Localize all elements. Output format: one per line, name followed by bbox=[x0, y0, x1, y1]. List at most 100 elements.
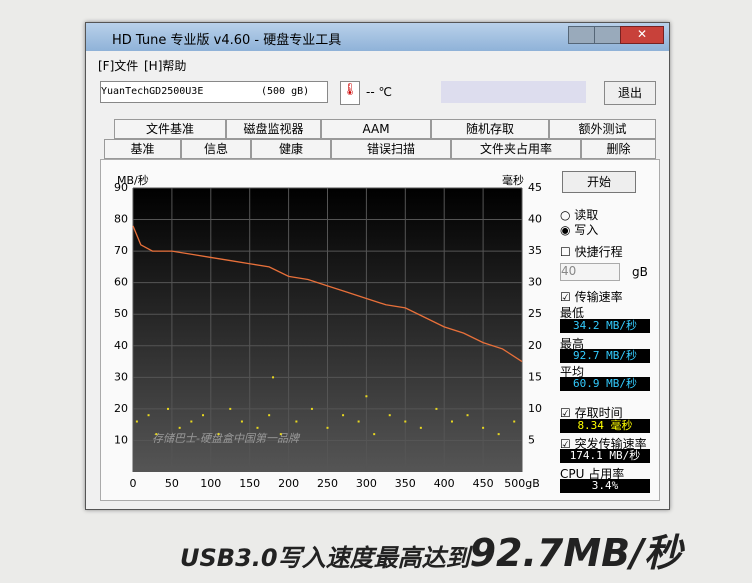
menu-item[interactable]: [H]帮助 bbox=[144, 59, 187, 73]
tab[interactable]: 错误扫描 bbox=[331, 139, 451, 159]
y-axis-label: MB/秒 bbox=[117, 173, 149, 187]
value: 174.1 MB/秒 bbox=[560, 449, 650, 463]
start-button[interactable]: 开始 bbox=[562, 171, 636, 193]
y-tick-label: 70 bbox=[114, 244, 128, 257]
radio-write[interactable]: ◉ 写入 bbox=[560, 223, 599, 237]
y2-axis-label: 毫秒 bbox=[502, 173, 524, 187]
tab[interactable]: 额外测试 bbox=[549, 119, 656, 139]
value: 8.34 毫秒 bbox=[560, 419, 650, 433]
caption: USB3.0写入速度最高达到92.7MB/秒 bbox=[180, 522, 682, 577]
drive-size: (500 gB) bbox=[261, 86, 310, 97]
point bbox=[310, 407, 313, 410]
tab[interactable]: 文件基准 bbox=[114, 119, 226, 139]
x-tick-label: 150 bbox=[239, 477, 260, 490]
close[interactable]: ✕ bbox=[620, 26, 664, 44]
tab[interactable]: 删除 bbox=[581, 139, 656, 159]
point bbox=[373, 433, 376, 436]
value: 3.4% bbox=[560, 479, 650, 493]
x-tick-label: 50 bbox=[165, 477, 179, 490]
x-tick-label: 250 bbox=[317, 477, 338, 490]
point bbox=[295, 420, 298, 423]
tab[interactable]: 基准 bbox=[104, 139, 181, 159]
y2-tick-label: 35 bbox=[528, 244, 542, 257]
watermark: 存储巴士-硬盘盒中国第一品牌 bbox=[152, 432, 301, 445]
y-tick-label: 30 bbox=[114, 370, 128, 383]
point bbox=[365, 395, 368, 398]
y-tick-label: 50 bbox=[114, 307, 128, 320]
tab[interactable]: 磁盘监视器 bbox=[226, 119, 321, 139]
toolbar-icons[interactable] bbox=[441, 81, 586, 103]
label: 最低 bbox=[560, 306, 585, 320]
point bbox=[240, 420, 243, 423]
y2-tick-label: 15 bbox=[528, 370, 542, 383]
point bbox=[419, 426, 422, 429]
checkbox[interactable]: ☑ 存取时间 bbox=[560, 406, 623, 420]
label: 最高 bbox=[560, 337, 585, 351]
checkbox[interactable]: ☐ 快捷行程 bbox=[560, 245, 623, 259]
point bbox=[482, 426, 485, 429]
y-tick-label: 10 bbox=[114, 433, 128, 446]
x-tick-label: 450 bbox=[473, 477, 494, 490]
point bbox=[342, 414, 345, 417]
value: 34.2 MB/秒 bbox=[560, 319, 650, 333]
label: 存取时间 bbox=[574, 406, 623, 420]
point bbox=[513, 420, 516, 423]
label: 快捷行程 bbox=[574, 245, 623, 259]
tab[interactable]: 随机存取 bbox=[431, 119, 549, 139]
label: 读取 bbox=[574, 208, 599, 222]
exit-button[interactable]: 退出 bbox=[604, 81, 656, 105]
y2-tick-label: 20 bbox=[528, 339, 542, 352]
point bbox=[435, 407, 438, 410]
point bbox=[466, 414, 469, 417]
label: 写入 bbox=[574, 223, 599, 237]
line bbox=[132, 225, 523, 363]
drive-name: YuanTechGD2500U3E bbox=[101, 86, 204, 97]
point bbox=[229, 407, 232, 410]
label: 突发传输速率 bbox=[574, 437, 647, 451]
y-tick-label: 40 bbox=[114, 339, 128, 352]
x-tick-label: 0 bbox=[130, 477, 137, 490]
tab[interactable]: AAM bbox=[321, 119, 431, 139]
point bbox=[167, 407, 170, 410]
point bbox=[279, 433, 282, 436]
x-tick-label: 500gB bbox=[504, 477, 540, 490]
y2-tick-label: 5 bbox=[528, 433, 535, 446]
label: 平均 bbox=[560, 365, 585, 379]
y-tick-label: 90 bbox=[114, 181, 128, 194]
y2-tick-label: 30 bbox=[528, 276, 542, 289]
label: CPU 占用率 bbox=[560, 467, 625, 481]
caption-highlight: 92.7MB/秒 bbox=[469, 531, 683, 575]
y2-tick-label: 10 bbox=[528, 402, 542, 415]
radio-read[interactable]: ○ 读取 bbox=[560, 208, 599, 222]
y2-tick-label: 25 bbox=[528, 307, 542, 320]
window-title: HD Tune 专业版 v4.60 - 硬盘专业工具 bbox=[112, 33, 342, 48]
tab[interactable]: 健康 bbox=[251, 139, 331, 159]
point bbox=[178, 426, 181, 429]
tab[interactable]: 信息 bbox=[181, 139, 251, 159]
point bbox=[268, 414, 271, 417]
menu-item[interactable]: [F]文件 bbox=[98, 59, 139, 73]
x-tick-label: 350 bbox=[395, 477, 416, 490]
y2-tick-label: 45 bbox=[528, 181, 542, 194]
tab[interactable]: 文件夹占用率 bbox=[451, 139, 581, 159]
temp-icon: 🌡 bbox=[340, 81, 360, 105]
point bbox=[388, 414, 391, 417]
y2-tick-label: 40 bbox=[528, 213, 542, 226]
x-tick-label: 400 bbox=[434, 477, 455, 490]
value: 60.9 MB/秒 bbox=[560, 377, 650, 391]
point bbox=[147, 414, 150, 417]
x-tick-label: 200 bbox=[278, 477, 299, 490]
point bbox=[272, 376, 275, 379]
y-tick-label: 20 bbox=[114, 402, 128, 415]
checkbox[interactable]: ☑ 突发传输速率 bbox=[560, 437, 647, 451]
label: 传输速率 bbox=[574, 290, 623, 304]
spin-box[interactable]: 40 bbox=[560, 263, 620, 281]
y-tick-label: 80 bbox=[114, 213, 128, 226]
point bbox=[256, 426, 259, 429]
value: 92.7 MB/秒 bbox=[560, 349, 650, 363]
drive-select[interactable]: YuanTechGD2500U3E (500 gB) bbox=[100, 81, 328, 103]
unit: gB bbox=[632, 265, 648, 279]
checkbox[interactable]: ☑ 传输速率 bbox=[560, 290, 623, 304]
